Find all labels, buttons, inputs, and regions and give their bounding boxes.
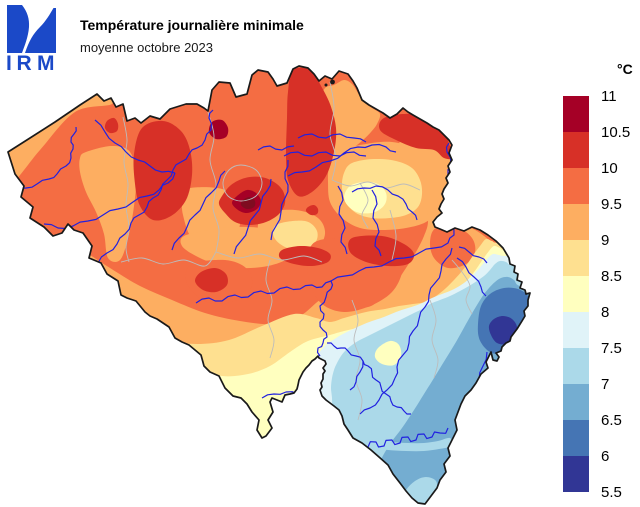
svg-text:10: 10 [601,160,618,177]
svg-text:°C: °C [617,61,633,77]
svg-text:7.5: 7.5 [601,340,622,357]
svg-text:11: 11 [601,88,617,105]
svg-text:6: 6 [601,448,609,465]
svg-text:6.5: 6.5 [601,412,622,429]
svg-text:9: 9 [601,232,609,249]
svg-text:9.5: 9.5 [601,196,622,213]
svg-text:moyenne octobre 2023: moyenne octobre 2023 [80,40,213,55]
svg-text:5.5: 5.5 [601,484,622,501]
svg-text:8.5: 8.5 [601,268,622,285]
svg-text:10.5: 10.5 [601,124,630,141]
svg-text:7: 7 [601,376,609,393]
svg-text:8: 8 [601,304,609,321]
svg-text:M: M [37,52,55,75]
svg-text:Température journalière minima: Température journalière minimale [80,17,304,33]
svg-text:R: R [17,52,32,75]
svg-text:I: I [6,52,12,75]
